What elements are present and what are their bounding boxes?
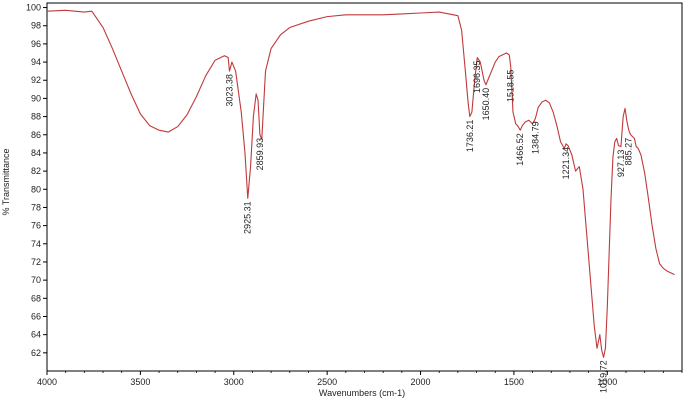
peak-label: 927.13 <box>616 150 626 178</box>
y-tick-label: 88 <box>31 112 41 122</box>
y-tick-label: 66 <box>31 311 41 321</box>
peak-label: 1518.55 <box>505 70 515 103</box>
x-tick-label: 2500 <box>317 377 337 387</box>
y-tick-label: 100 <box>26 3 41 13</box>
peak-annotations: 3023.38 2925.31 2859.93 1736.21 1696.351650.… <box>224 61 633 393</box>
x-tick-label: 3000 <box>224 377 244 387</box>
peak-label: 1019.72 <box>599 360 609 393</box>
y-tick-label: 68 <box>31 293 41 303</box>
y-tick-label: 64 <box>31 330 41 340</box>
y-tick-label: 90 <box>31 93 41 103</box>
y-tick-label: 84 <box>31 148 41 158</box>
spectrum-line <box>46 9 675 358</box>
x-tick-label: 4000 <box>37 377 57 387</box>
plot-area <box>46 2 683 372</box>
peak-label: 1221.34 <box>561 147 571 180</box>
plot-frame <box>46 2 683 372</box>
y-tick-label: 80 <box>31 184 41 194</box>
y-tick-label: 62 <box>31 348 41 358</box>
y-tick-label: 76 <box>31 221 41 231</box>
x-tick-label: 3500 <box>130 377 150 387</box>
y-tick-label: 94 <box>31 57 41 67</box>
peak-label: 1466.52 <box>515 133 525 166</box>
peak-label: 1696.35 <box>472 61 482 94</box>
peak-label: 1736.21 <box>465 120 475 153</box>
y-axis: 62 64 66 68 70 72 74 76 78 80 82 84 86 88 90 92 94 96 98 10… <box>26 3 47 358</box>
y-tick-label: 72 <box>31 257 41 267</box>
y-tick-label: 82 <box>31 166 41 176</box>
x-tick-label: 1000 <box>597 377 617 387</box>
y-tick-label: 70 <box>31 275 41 285</box>
x-tick-label: 1500 <box>504 377 524 387</box>
x-tick-label: 2000 <box>411 377 431 387</box>
peak-label: 3023.38 <box>224 74 234 107</box>
peak-label: 2859.93 <box>255 138 265 171</box>
x-axis-label: Wavenumbers (cm-1) <box>319 388 405 398</box>
y-tick-label: 78 <box>31 202 41 212</box>
peak-label: 1650.40 <box>481 88 491 121</box>
series-group <box>46 9 675 358</box>
y-tick-label: 86 <box>31 130 41 140</box>
peak-label: 2925.31 <box>243 201 253 234</box>
y-tick-label: 92 <box>31 75 41 85</box>
y-axis-label: % Transmittance <box>1 148 11 215</box>
x-axis: 4000 3500 3000 2500 2000 1500 1000 <box>37 371 683 387</box>
peak-label: 885.27 <box>624 138 634 166</box>
y-tick-label: 98 <box>31 21 41 31</box>
y-tick-label: 74 <box>31 239 41 249</box>
peak-label: 1384.79 <box>530 121 540 154</box>
y-tick-label: 96 <box>31 39 41 49</box>
